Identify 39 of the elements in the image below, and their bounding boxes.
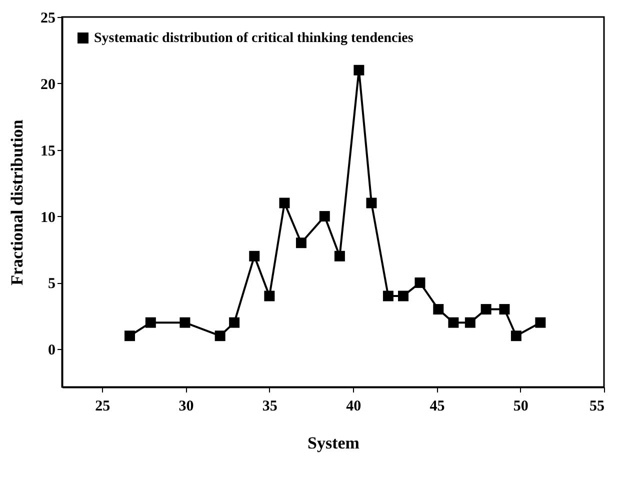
y-axis-title: Fractional distribution: [8, 119, 26, 286]
point: [229, 317, 240, 328]
y-tick-label: 25: [40, 10, 56, 26]
point: [433, 304, 444, 315]
legend-label: Systematic distribution of critical thinking tendencies: [94, 31, 414, 46]
point: [535, 317, 546, 328]
point: [464, 317, 476, 328]
point: [180, 317, 190, 328]
point: [414, 277, 426, 288]
point: [366, 198, 377, 208]
point: [145, 317, 156, 328]
point: [249, 250, 260, 262]
x-tick-label: 35: [262, 398, 278, 414]
y-tick-label: 5: [48, 276, 56, 292]
y-tick-label: 15: [40, 143, 56, 160]
point: [124, 330, 135, 342]
y-tick-label: 20: [40, 76, 56, 93]
point: [448, 317, 459, 328]
x-tick-label: 30: [178, 398, 194, 414]
point: [296, 238, 306, 248]
x-tick-label: 50: [513, 398, 528, 414]
y-tick-label: 0: [48, 342, 56, 359]
point: [214, 330, 226, 342]
point: [382, 290, 394, 302]
point: [398, 290, 409, 302]
point: [334, 250, 345, 262]
point: [354, 64, 364, 76]
y-tick-label: 10: [40, 210, 56, 226]
x-tick-label: 55: [590, 398, 604, 414]
point: [510, 330, 522, 342]
x-tick-label: 45: [430, 398, 445, 414]
x-tick-label: 25: [95, 398, 110, 414]
point: [480, 304, 492, 315]
x-tick-label: 40: [346, 398, 362, 414]
point: [319, 211, 330, 222]
point: [499, 304, 510, 315]
x-axis-title: System: [308, 434, 360, 452]
point: [279, 198, 290, 208]
point: [264, 290, 275, 302]
